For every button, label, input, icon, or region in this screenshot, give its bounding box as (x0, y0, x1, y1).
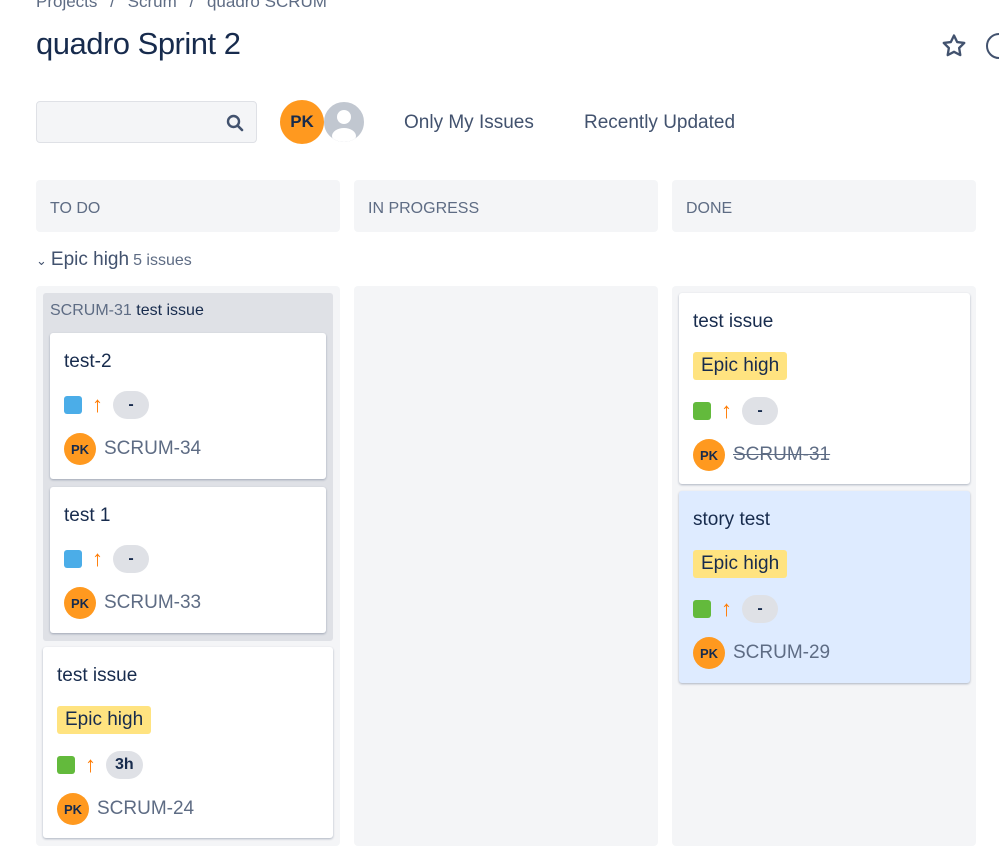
issue-key[interactable]: SCRUM-24 (97, 798, 195, 819)
page-title: quadro Sprint 2 (36, 26, 241, 61)
parent-key: SCRUM-31 (50, 302, 132, 319)
priority-high-icon: ↑ (92, 546, 103, 571)
assignee-avatar: PK (57, 793, 89, 825)
parent-summary: test issue (136, 302, 204, 319)
avatar[interactable]: PK (280, 100, 324, 144)
card-summary: test 1 (64, 505, 111, 526)
card-summary: test issue (57, 665, 138, 686)
assignee-avatar: PK (64, 587, 96, 619)
column-header-todo: TO DO (36, 180, 340, 232)
epic-label: Epic high (57, 706, 152, 734)
unassigned-avatar[interactable] (322, 100, 366, 144)
issue-card[interactable]: test-2 ↑ - PK SCRUM-34 (50, 333, 326, 479)
star-icon[interactable] (940, 32, 968, 60)
assignee-avatar: PK (693, 439, 725, 471)
issue-key[interactable]: SCRUM-34 (104, 438, 202, 459)
assignee-avatar: PK (64, 433, 96, 465)
breadcrumb-scrum[interactable]: Scrum (127, 0, 177, 11)
estimate-badge: - (742, 397, 778, 425)
subtask-icon (64, 550, 82, 568)
breadcrumb-separator: / (110, 0, 115, 11)
estimate-badge: - (113, 391, 149, 419)
column-in-progress (354, 286, 658, 846)
clock-icon[interactable] (986, 33, 999, 59)
recently-updated-filter[interactable]: Recently Updated (584, 112, 736, 133)
priority-high-icon: ↑ (721, 398, 732, 423)
issue-key[interactable]: SCRUM-29 (733, 642, 831, 663)
story-icon (57, 756, 75, 774)
issue-card[interactable]: test 1 ↑ - PK SCRUM-33 (50, 487, 326, 633)
chevron-down-icon: ⌄ (36, 253, 47, 268)
card-summary: test issue (693, 311, 774, 332)
search-input[interactable] (36, 101, 257, 143)
swimlane-count: 5 issues (133, 252, 192, 269)
assignee-avatar: PK (693, 637, 725, 669)
priority-high-icon: ↑ (92, 392, 103, 417)
breadcrumb-separator: / (189, 0, 195, 11)
story-icon (693, 402, 711, 420)
column-header-done: DONE (672, 180, 976, 232)
subtask-icon (64, 396, 82, 414)
issue-key[interactable]: SCRUM-33 (104, 592, 202, 613)
search-icon (226, 114, 244, 132)
parent-issue-header[interactable]: SCRUM-31 test issue (50, 302, 204, 320)
estimate-badge: - (113, 545, 149, 573)
column-header-in-progress: IN PROGRESS (354, 180, 658, 232)
story-icon (693, 600, 711, 618)
issue-card[interactable]: test issue Epic high ↑ - PK SCRUM-31 (679, 293, 970, 484)
priority-high-icon: ↑ (721, 596, 732, 621)
issue-card[interactable]: test issue Epic high ↑ 3h PK SCRUM-24 (43, 647, 333, 838)
breadcrumb-board[interactable]: quadro SCRUM (206, 0, 327, 11)
priority-high-icon: ↑ (85, 752, 96, 777)
estimate-badge: 3h (106, 751, 143, 779)
card-summary: test-2 (64, 351, 112, 372)
epic-label: Epic high (693, 352, 788, 380)
swimlane-name: Epic high (50, 249, 130, 270)
swimlane-header[interactable]: ⌄ Epic high 5 issues (36, 249, 192, 271)
breadcrumb: Projects / Scrum / quadro SCRUM (36, 0, 327, 12)
card-summary: story test (693, 509, 771, 530)
estimate-badge: - (742, 595, 778, 623)
issue-card-selected[interactable]: story test Epic high ↑ - PK SCRUM-29 (679, 491, 970, 683)
breadcrumb-projects[interactable]: Projects (36, 0, 98, 11)
only-my-issues-filter[interactable]: Only My Issues (404, 112, 534, 133)
epic-label: Epic high (693, 550, 788, 578)
issue-key[interactable]: SCRUM-31 (733, 444, 831, 465)
